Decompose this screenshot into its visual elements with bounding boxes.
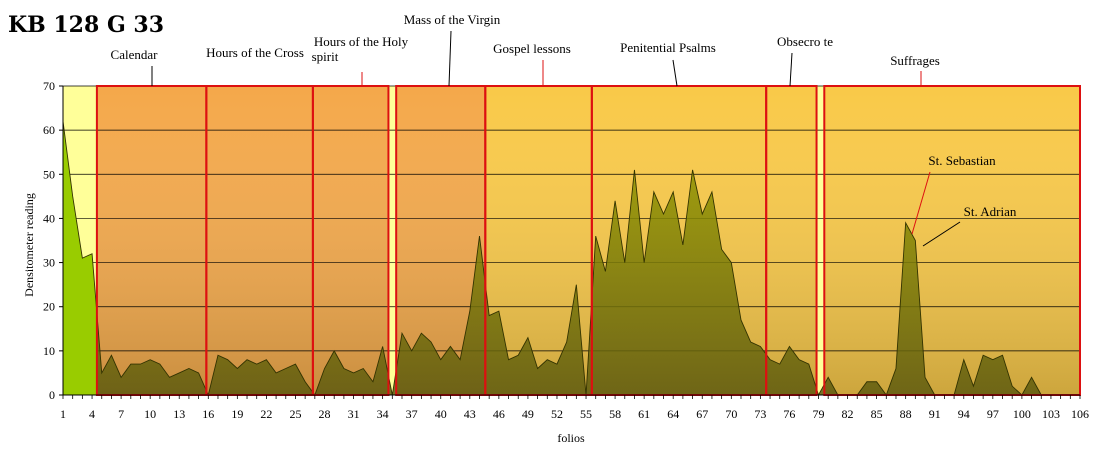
x-tick-label-70: 70	[725, 407, 737, 421]
annotation-leader-2	[922, 221, 961, 247]
section-label-line: spirit	[312, 49, 339, 64]
series-area	[63, 121, 1080, 396]
y-tick-label-70: 70	[43, 79, 55, 93]
y-tick-label-30: 30	[43, 256, 55, 270]
x-tick-label-58: 58	[609, 407, 621, 421]
x-tick-label-10: 10	[144, 407, 156, 421]
x-tick-label-61: 61	[638, 407, 650, 421]
x-tick-label-1: 1	[60, 407, 66, 421]
section-label-1: Calendar	[111, 47, 159, 62]
x-tick-label-106: 106	[1071, 407, 1089, 421]
x-tick-label-16: 16	[202, 407, 214, 421]
x-tick-label-25: 25	[289, 407, 301, 421]
x-tick-label-46: 46	[493, 407, 505, 421]
series-line	[62, 121, 1080, 397]
section-leader-4	[448, 30, 452, 87]
x-tick-label-88: 88	[900, 407, 912, 421]
x-tick-label-100: 100	[1013, 407, 1031, 421]
section-label-3: Hours of the Holy spirit	[312, 34, 409, 64]
section-leader-6	[672, 59, 678, 87]
section-shade-7	[766, 86, 817, 395]
x-tick-label-103: 103	[1042, 407, 1060, 421]
section-label-2: Hours of the Cross	[206, 45, 304, 60]
annotation-label-2: St. Adrian	[964, 204, 1017, 219]
x-tick-label-91: 91	[929, 407, 941, 421]
x-tick-label-31: 31	[348, 407, 360, 421]
x-tick-label-34: 34	[377, 407, 389, 421]
x-tick-label-67: 67	[696, 407, 708, 421]
x-tick-label-52: 52	[551, 407, 563, 421]
x-tick-label-97: 97	[987, 407, 999, 421]
section-label-6: Penitential Psalms	[620, 40, 716, 55]
x-tick-label-73: 73	[754, 407, 766, 421]
x-tick-label-19: 19	[231, 407, 243, 421]
x-tick-label-22: 22	[260, 407, 272, 421]
y-axis-label: Densitometer reading	[22, 193, 36, 297]
section-label-8: Suffrages	[890, 53, 940, 68]
y-tick-label-40: 40	[43, 211, 55, 225]
y-tick-label-20: 20	[43, 300, 55, 314]
x-tick-label-64: 64	[667, 407, 679, 421]
x-tick-label-55: 55	[580, 407, 592, 421]
section-shade-1	[96, 86, 207, 395]
section-shade-2	[206, 86, 313, 395]
x-tick-label-40: 40	[435, 407, 447, 421]
x-tick-label-76: 76	[783, 407, 795, 421]
x-tick-label-85: 85	[871, 407, 883, 421]
annotation-label-1: St. Sebastian	[928, 153, 996, 168]
y-tick-label-0: 0	[49, 388, 55, 402]
y-tick-label-50: 50	[43, 167, 55, 181]
section-shade-3	[312, 86, 389, 395]
section-label-4: Mass of the Virgin	[404, 12, 501, 27]
x-tick-label-49: 49	[522, 407, 534, 421]
section-leader-7	[789, 52, 793, 87]
x-axis-label: folios	[557, 431, 585, 445]
x-tick-label-94: 94	[958, 407, 970, 421]
x-tick-label-13: 13	[173, 407, 185, 421]
y-tick-label-60: 60	[43, 123, 55, 137]
x-tick-label-7: 7	[118, 407, 124, 421]
x-tick-label-28: 28	[319, 407, 331, 421]
x-tick-label-43: 43	[464, 407, 476, 421]
x-tick-label-82: 82	[842, 407, 854, 421]
section-shade-8	[824, 86, 1080, 395]
x-tick-label-79: 79	[812, 407, 824, 421]
x-tick-label-37: 37	[406, 407, 418, 421]
x-tick-label-4: 4	[89, 407, 95, 421]
section-label-5: Gospel lessons	[493, 41, 571, 56]
y-tick-label-10: 10	[43, 344, 55, 358]
chart-title: KB 128 G 33	[8, 12, 164, 38]
section-label-line: Hours of the Holy	[314, 34, 409, 49]
annotation-leader-1	[911, 171, 931, 235]
section-label-7: Obsecro te	[777, 34, 833, 49]
